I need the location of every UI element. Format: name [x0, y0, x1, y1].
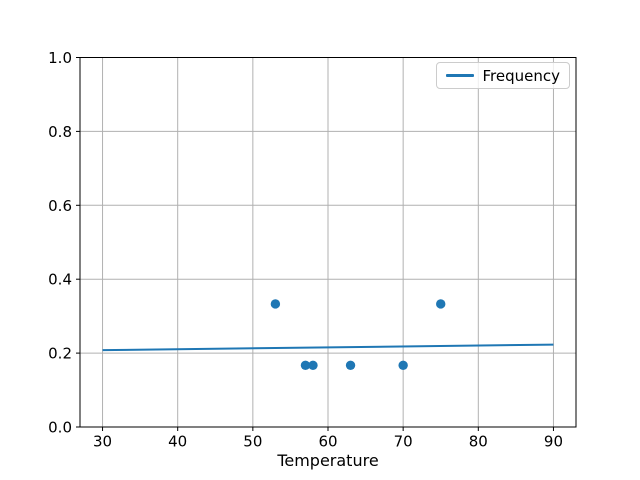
x-axis-label: Temperature [277, 451, 379, 470]
y-tick-label: 1.0 [48, 49, 72, 67]
scatter-point [300, 360, 311, 370]
legend-label: Frequency [482, 66, 561, 85]
scatter-point [398, 360, 408, 370]
x-tick-label: 60 [318, 433, 337, 451]
legend-line-sample-icon [445, 74, 474, 77]
scatter-point [345, 360, 356, 370]
y-tick-label: 0.4 [48, 271, 72, 289]
x-tick-label: 70 [394, 433, 413, 451]
x-tick-label: 80 [469, 433, 488, 451]
scatter-point [270, 299, 281, 309]
legend: Frequency [435, 62, 570, 89]
y-tick-label: 0.6 [48, 197, 72, 215]
y-tick-label: 0.2 [48, 345, 72, 363]
x-tick-label: 50 [243, 433, 262, 451]
x-tick-label: 90 [544, 433, 563, 451]
x-tick-label: 40 [168, 433, 187, 451]
y-tick-label: 0.8 [48, 123, 72, 141]
x-tick-label: 30 [93, 433, 112, 451]
scatter-point [308, 360, 318, 370]
y-tick-label: 0.0 [48, 419, 72, 437]
frequency-trend-line [102, 343, 554, 352]
scatter-point [436, 299, 446, 309]
